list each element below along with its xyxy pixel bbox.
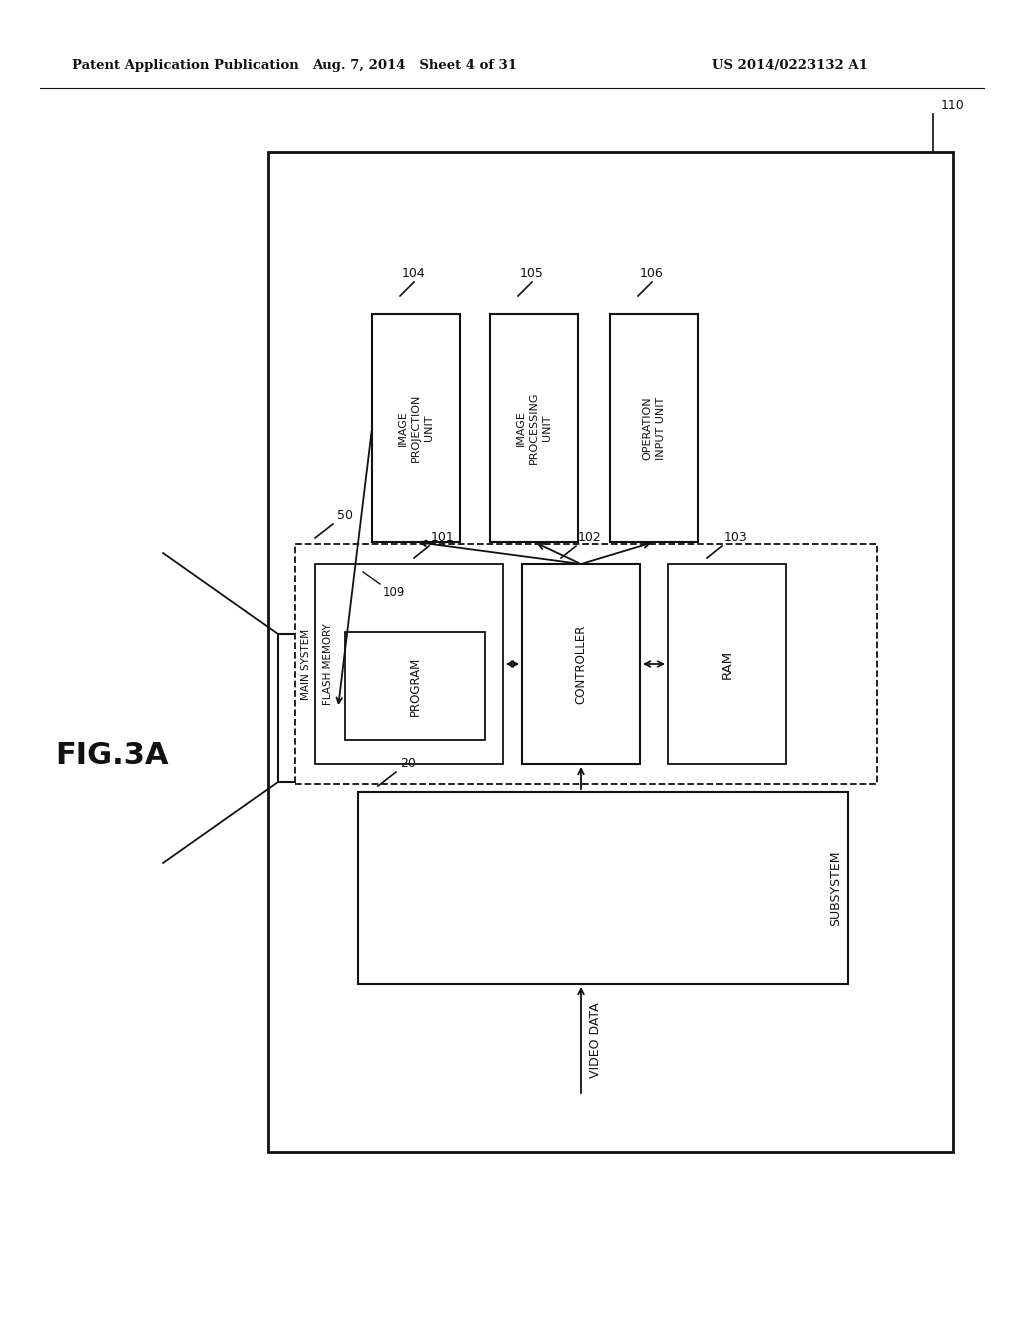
Text: FLASH MEMORY: FLASH MEMORY — [323, 623, 333, 705]
Bar — [372, 314, 460, 543]
Text: MAIN SYSTEM: MAIN SYSTEM — [301, 628, 311, 700]
Text: 105: 105 — [520, 267, 544, 280]
Text: IMAGE
PROJECTION
UNIT: IMAGE PROJECTION UNIT — [397, 393, 434, 462]
Text: OPERATION
INPUT UNIT: OPERATION INPUT UNIT — [642, 396, 666, 459]
Text: US 2014/0223132 A1: US 2014/0223132 A1 — [712, 58, 868, 71]
Bar — [295, 544, 877, 784]
Bar — [268, 152, 953, 1152]
Bar — [522, 564, 640, 764]
Bar — [345, 632, 485, 741]
Text: FIG.3A: FIG.3A — [55, 741, 169, 770]
Text: IMAGE
PROCESSING
UNIT: IMAGE PROCESSING UNIT — [516, 392, 552, 465]
Bar — [668, 564, 786, 764]
Text: 106: 106 — [640, 267, 664, 280]
Bar — [315, 564, 503, 764]
Text: 50: 50 — [337, 510, 353, 521]
Text: VIDEO DATA: VIDEO DATA — [589, 1002, 602, 1078]
Bar — [490, 314, 578, 543]
Text: 103: 103 — [724, 531, 748, 544]
Text: 102: 102 — [578, 531, 602, 544]
Text: Patent Application Publication: Patent Application Publication — [72, 58, 299, 71]
Bar — [610, 314, 698, 543]
Text: 109: 109 — [383, 586, 406, 599]
Text: 101: 101 — [431, 531, 455, 544]
Text: CONTROLLER: CONTROLLER — [574, 624, 588, 704]
Bar — [278, 634, 336, 781]
Text: 104: 104 — [402, 267, 426, 280]
Text: PROGRAM: PROGRAM — [409, 656, 422, 715]
Text: SUBSYSTEM: SUBSYSTEM — [829, 850, 843, 925]
Text: 110: 110 — [941, 99, 965, 112]
Text: RAM: RAM — [721, 649, 733, 678]
Text: 20: 20 — [400, 756, 416, 770]
Text: Aug. 7, 2014   Sheet 4 of 31: Aug. 7, 2014 Sheet 4 of 31 — [312, 58, 517, 71]
Bar — [358, 792, 848, 983]
